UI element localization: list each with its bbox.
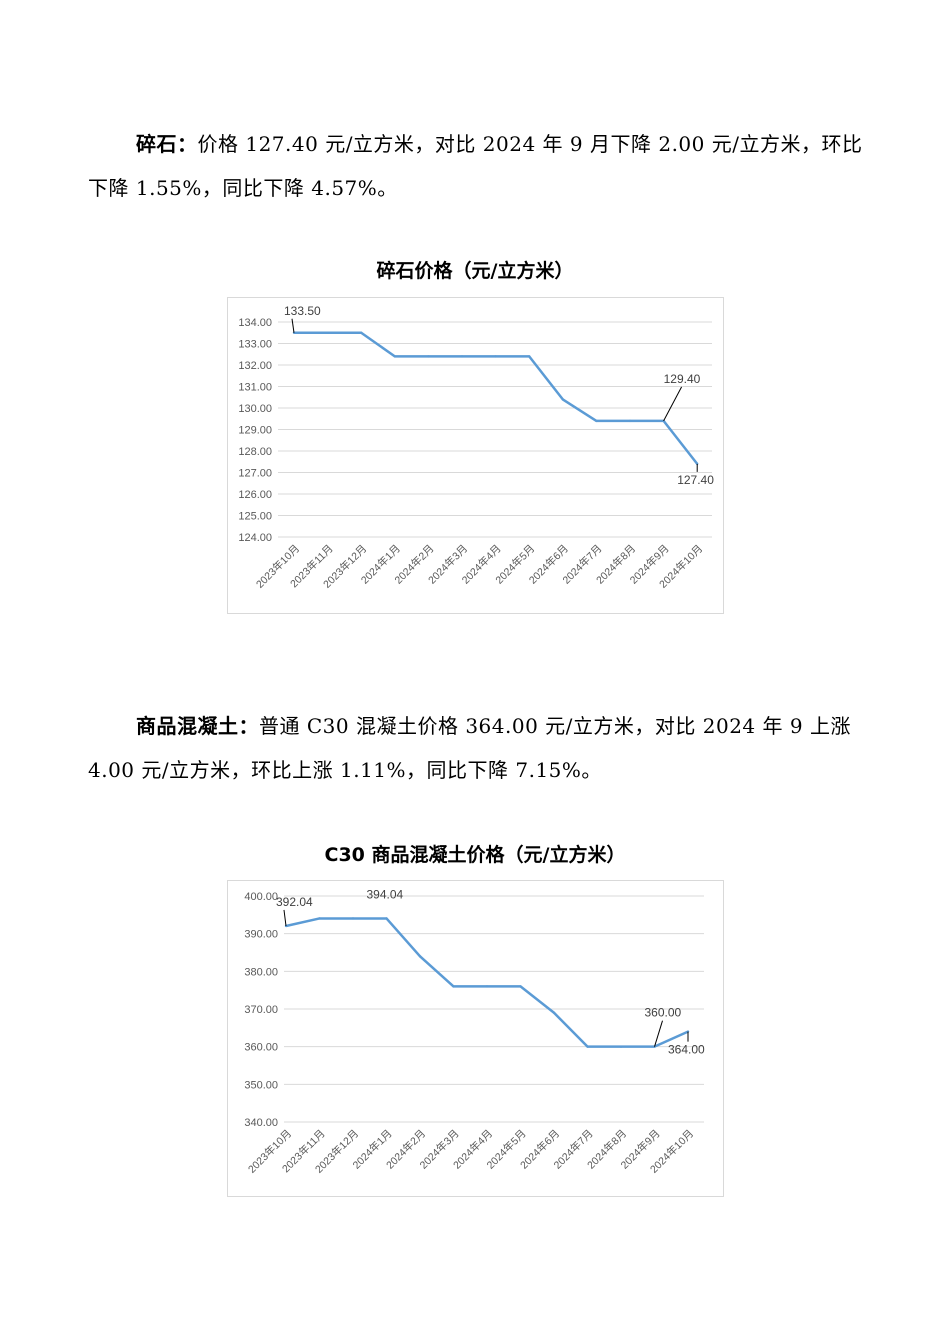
paragraph-concrete: 商品混凝土：普通 C30 混凝土价格 364.00 元/立方米，对比 2024 … <box>88 704 868 792</box>
y-tick-label: 130.00 <box>238 403 272 415</box>
data-point <box>561 398 564 401</box>
y-tick-label: 126.00 <box>238 489 272 501</box>
y-tick-label: 360.00 <box>244 1042 278 1054</box>
y-tick-label: 400.00 <box>244 891 278 903</box>
y-tick-label: 380.00 <box>244 966 278 978</box>
y-tick-label: 370.00 <box>244 1004 278 1016</box>
data-point <box>360 331 363 334</box>
data-point <box>519 985 522 988</box>
data-label: 394.04 <box>367 887 404 901</box>
y-tick-label: 125.00 <box>238 511 272 523</box>
data-label-leader <box>291 318 295 333</box>
chart-concrete-svg: 340.00 350.00 360.00 370.00 380.00 390.00 400.… <box>244 887 705 1175</box>
data-label: 129.40 <box>664 372 701 386</box>
data-point <box>628 419 632 423</box>
paragraph-concrete-text: 普通 C30 混凝土价格 364.00 元/立方米，对比 2024 年 9 上涨… <box>88 714 851 782</box>
y-tick-label: 127.00 <box>238 468 272 480</box>
paragraph-gravel-text: 价格 127.40 元/立方米，对比 2024 年 9 月下降 2.00 元/立… <box>88 132 863 200</box>
data-label: 127.40 <box>677 473 714 487</box>
data-point <box>427 355 430 358</box>
paragraph-gravel: 碎石：价格 127.40 元/立方米，对比 2024 年 9 月下降 2.00 … <box>88 122 868 210</box>
data-label: 364.00 <box>668 1043 705 1057</box>
data-point <box>595 419 598 423</box>
y-tick-label: 128.00 <box>238 446 272 458</box>
data-point <box>452 985 455 988</box>
data-label-leader <box>654 1020 663 1047</box>
data-point <box>485 985 489 988</box>
data-label: 392.04 <box>276 895 313 909</box>
y-tick-label: 350.00 <box>244 1079 278 1091</box>
data-point <box>418 955 422 958</box>
data-point <box>619 1045 623 1048</box>
chart-concrete: 340.00 350.00 360.00 370.00 380.00 390.00 400.… <box>227 880 724 1197</box>
data-point <box>326 331 329 334</box>
data-point <box>460 355 464 358</box>
chart-gravel-svg: 124.00 125.00 126.00 127.00 128.00 129.00 130.… <box>238 304 714 591</box>
data-point <box>586 1045 589 1048</box>
y-tick-label: 131.00 <box>238 382 272 394</box>
data-label-leader <box>663 386 683 422</box>
data-point <box>351 917 355 920</box>
paragraph-concrete-label: 商品混凝土： <box>136 714 259 738</box>
data-point <box>552 1011 556 1014</box>
y-tick-label: 340.00 <box>244 1117 278 1129</box>
data-point <box>494 355 497 358</box>
chart-title-concrete: C30 商品混凝土价格（元/立方米） <box>324 844 626 866</box>
data-point <box>318 917 321 920</box>
data-label: 133.50 <box>284 304 321 318</box>
y-tick-label: 133.00 <box>238 339 272 351</box>
data-label-leader <box>283 909 287 927</box>
chart-title-gravel: 碎石价格（元/立方米） <box>376 260 574 282</box>
y-tick-label: 132.00 <box>238 360 272 372</box>
series-line <box>285 917 689 1048</box>
y-tick-label: 124.00 <box>238 532 272 544</box>
data-point <box>528 355 531 358</box>
data-point <box>385 917 388 920</box>
data-label: 360.00 <box>645 1006 682 1020</box>
paragraph-gravel-label: 碎石： <box>136 132 198 156</box>
data-point <box>393 355 396 358</box>
chart-gravel: 124.00 125.00 126.00 127.00 128.00 129.00 130.… <box>227 297 724 614</box>
y-tick-label: 129.00 <box>238 425 272 437</box>
series-line <box>294 331 699 465</box>
y-tick-label: 390.00 <box>244 929 278 941</box>
y-tick-label: 134.00 <box>238 317 272 329</box>
